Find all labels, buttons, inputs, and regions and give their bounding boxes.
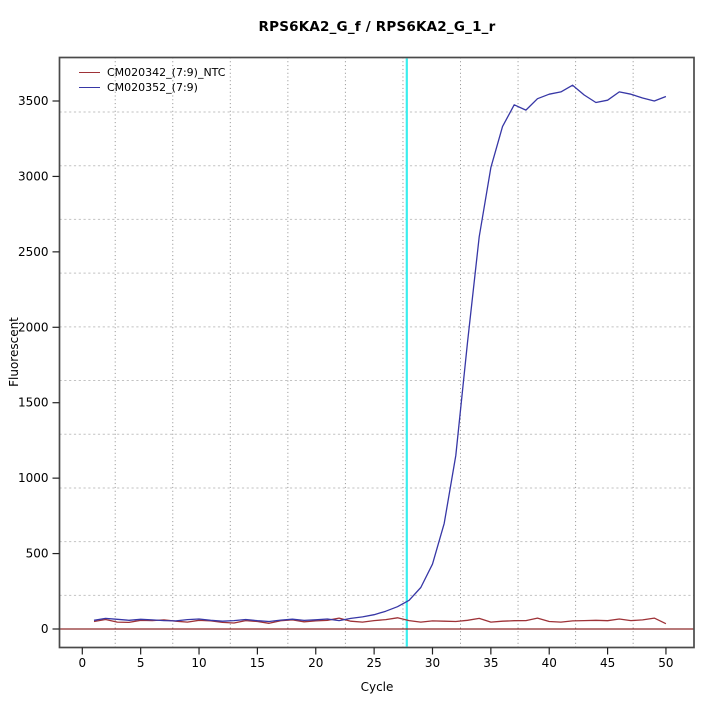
x-tick-label: 50 xyxy=(658,656,673,670)
x-tick-label: 10 xyxy=(191,656,206,670)
chart-title: RPS6KA2_G_f / RPS6KA2_G_1_r xyxy=(258,19,496,35)
sample-line-swatch-icon xyxy=(79,86,100,88)
y-tick-label: 0 xyxy=(41,622,49,636)
x-tick-label: 40 xyxy=(542,656,557,670)
y-tick-label: 1000 xyxy=(18,471,49,485)
x-tick-label: 5 xyxy=(137,656,145,670)
x-tick-label: 0 xyxy=(78,656,86,670)
x-tick-label: 25 xyxy=(366,656,381,670)
x-axis-label: Cycle xyxy=(360,680,394,694)
legend-item-ntc: CM020342_(7:9)_NTC xyxy=(79,65,226,79)
legend: CM020342_(7:9)_NTC CM020352_(7:9) xyxy=(79,65,226,94)
y-tick-label: 2000 xyxy=(18,320,49,334)
y-tick-label: 3000 xyxy=(18,169,49,183)
y-axis-label: Fluorescent xyxy=(7,317,21,387)
series-line-ntc xyxy=(93,617,667,625)
x-tick-label: 30 xyxy=(425,656,440,670)
ntc-line-swatch-icon xyxy=(79,71,100,73)
legend-label-sample: CM020352_(7:9) xyxy=(107,80,198,94)
x-tick-label: 45 xyxy=(600,656,615,670)
y-tick-label: 1500 xyxy=(18,396,49,410)
y-tick-label: 3500 xyxy=(18,94,49,108)
series-line-sample xyxy=(93,84,667,623)
x-tick-label: 20 xyxy=(308,656,323,670)
legend-label-ntc: CM020342_(7:9)_NTC xyxy=(107,65,226,79)
x-tick-label: 15 xyxy=(250,656,265,670)
y-tick-label: 2500 xyxy=(18,245,49,259)
plot-frame xyxy=(58,56,695,649)
legend-item-sample: CM020352_(7:9) xyxy=(79,80,225,94)
x-tick-label: 35 xyxy=(483,656,498,670)
y-tick-label: 500 xyxy=(26,547,49,561)
